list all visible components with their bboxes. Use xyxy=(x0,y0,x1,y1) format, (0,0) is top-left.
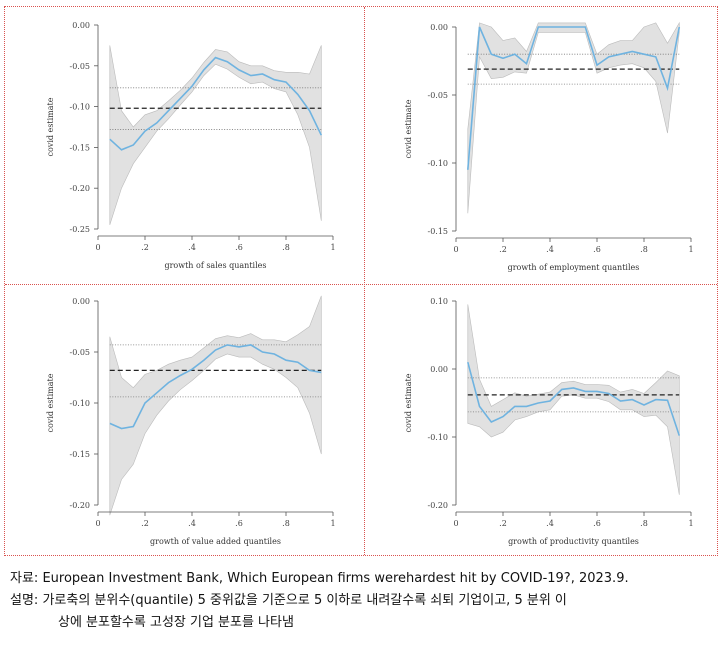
x-tick-label: .4 xyxy=(188,519,196,528)
y-tick-label: -0.15 xyxy=(69,143,90,152)
y-tick-label: -0.20 xyxy=(69,184,90,193)
x-tick-label: .6 xyxy=(235,243,243,252)
x-tick-label: .2 xyxy=(499,519,507,528)
employment-chart-panel: 0.00 -0.05 -0.10 -0.15 0 .2 .4 .6 .8 1 growth of e… xyxy=(371,13,711,278)
y-axis-title: covid estimate xyxy=(404,373,413,432)
y-axis-title: covid estimate xyxy=(404,99,413,158)
y-tick-label: -0.15 xyxy=(69,450,90,459)
source-line: 자료: European Investment Bank, Which Euro… xyxy=(10,568,715,590)
confidence-band xyxy=(109,295,322,516)
x-tick-label: 0 xyxy=(95,519,100,528)
y-tick-label: 0.00 xyxy=(430,365,448,374)
estimate-line xyxy=(467,26,681,170)
y-tick-label: -0.10 xyxy=(427,433,448,442)
confidence-band xyxy=(467,21,680,214)
x-tick-label: .4 xyxy=(546,245,554,254)
x-tick-label: 0 xyxy=(453,519,458,528)
estimate-line xyxy=(109,344,322,430)
x-tick-label: 0 xyxy=(453,245,458,254)
note-text-1: 가로축의 분위수(quantile) 5 중위값을 기준으로 5 이하로 내려갈… xyxy=(42,593,567,608)
y-axis-title: covid estimate xyxy=(46,373,55,432)
y-tick-label: 0.00 xyxy=(430,23,448,32)
x-tick-label: .8 xyxy=(282,243,290,252)
sales-chart: 0.00 -0.05 -0.10 -0.15 -0.20 -0.25 0 .2 .4 .6 .8 1 g… xyxy=(46,21,336,270)
x-axis-title: growth of sales quantiles xyxy=(164,261,266,270)
y-tick-label: -0.05 xyxy=(69,62,90,71)
note-line: 설명: 가로축의 분위수(quantile) 5 중위값을 기준으로 5 이하로… xyxy=(10,590,715,612)
source-key: 자료: xyxy=(10,571,39,586)
sales-chart-panel: 0.00 -0.05 -0.10 -0.15 -0.20 -0.25 0 .2 .4 .6 .8 1 g… xyxy=(13,11,353,276)
value-added-chart-panel: 0.00 -0.05 -0.10 -0.15 -0.20 0 .2 .4 .6 .8 1 growth… xyxy=(13,287,353,552)
y-tick-label: -0.05 xyxy=(69,348,90,357)
x-tick-label: .4 xyxy=(188,243,196,252)
value-added-chart: 0.00 -0.05 -0.10 -0.15 -0.20 0 .2 .4 .6 .8 1 growth… xyxy=(46,295,336,546)
y-tick-label: -0.15 xyxy=(427,227,448,236)
estimate-line xyxy=(467,361,681,436)
x-tick-label: .6 xyxy=(593,245,601,254)
note-text-2: 상에 분포할수록 고성장 기업 분포를 나타냄 xyxy=(58,615,294,630)
y-tick-label: -0.20 xyxy=(427,501,448,510)
x-tick-label: .6 xyxy=(235,519,243,528)
employment-chart: 0.00 -0.05 -0.10 -0.15 0 .2 .4 .6 .8 1 growth of e… xyxy=(404,21,694,272)
x-axis-title: growth of productivity quantiles xyxy=(508,537,639,546)
y-tick-label: -0.05 xyxy=(427,91,448,100)
vertical-divider xyxy=(364,7,365,555)
x-tick-label: 1 xyxy=(330,243,335,252)
y-tick-label: -0.10 xyxy=(69,399,90,408)
x-axis-title: growth of value added quantiles xyxy=(150,537,281,546)
y-tick-label: 0.00 xyxy=(72,297,90,306)
y-tick-label: 0.10 xyxy=(430,297,448,306)
note-key: 설명: xyxy=(10,593,39,608)
x-tick-label: 1 xyxy=(688,245,693,254)
y-tick-label: -0.10 xyxy=(427,159,448,168)
note-line-continued: 상에 분포할수록 고성장 기업 분포를 나타냄 xyxy=(10,612,715,634)
x-tick-label: .6 xyxy=(593,519,601,528)
productivity-chart: 0.10 0.00 -0.10 -0.20 0 .2 .4 .6 .8 1 growth of pr… xyxy=(404,297,694,546)
confidence-band xyxy=(467,304,680,495)
source-text: European Investment Bank, Which European… xyxy=(42,571,629,586)
x-tick-label: .2 xyxy=(141,519,149,528)
x-tick-label: 1 xyxy=(330,519,335,528)
estimate-line xyxy=(109,56,323,151)
horizontal-divider xyxy=(5,284,717,285)
y-tick-label: -0.25 xyxy=(69,225,90,234)
x-tick-label: 0 xyxy=(95,243,100,252)
y-tick-label: -0.20 xyxy=(69,501,90,510)
y-tick-label: -0.10 xyxy=(69,103,90,112)
productivity-chart-panel: 0.10 0.00 -0.10 -0.20 0 .2 .4 .6 .8 1 growth of pr… xyxy=(371,287,711,552)
x-tick-label: .8 xyxy=(640,519,648,528)
figure-grid: 0.00 -0.05 -0.10 -0.15 -0.20 -0.25 0 .2 .4 .6 .8 1 g… xyxy=(4,6,718,556)
x-tick-label: .2 xyxy=(141,243,149,252)
confidence-band xyxy=(109,45,322,225)
figure-caption: 자료: European Investment Bank, Which Euro… xyxy=(10,568,715,634)
x-tick-label: .8 xyxy=(640,245,648,254)
x-tick-label: .4 xyxy=(546,519,554,528)
x-tick-label: 1 xyxy=(688,519,693,528)
x-tick-label: .2 xyxy=(499,245,507,254)
x-axis-title: growth of employment quantiles xyxy=(508,263,640,272)
y-tick-label: 0.00 xyxy=(72,21,90,30)
x-tick-label: .8 xyxy=(282,519,290,528)
y-axis-title: covid estimate xyxy=(46,97,55,156)
